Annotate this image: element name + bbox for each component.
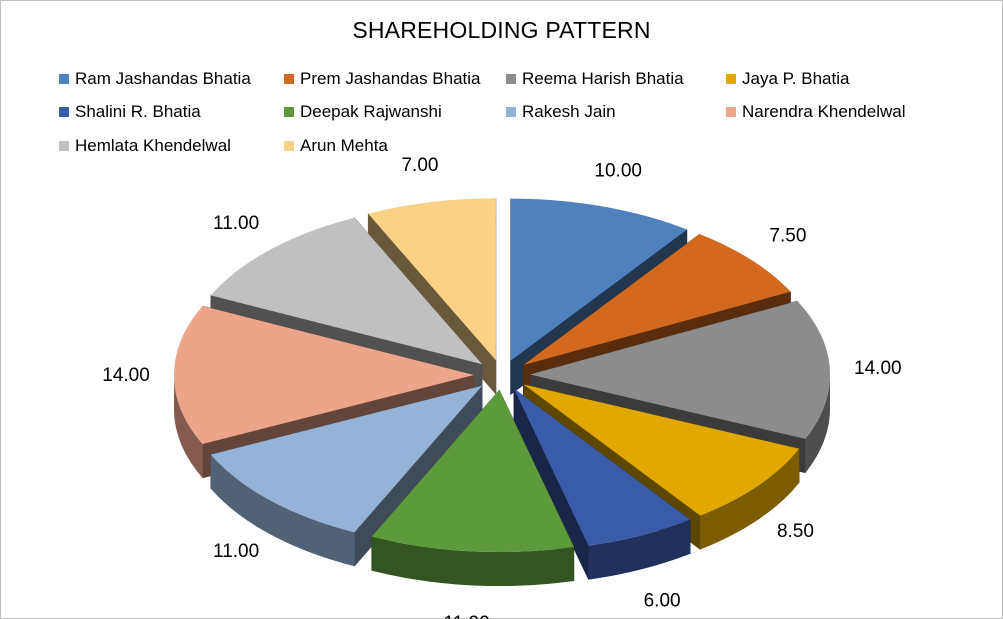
legend-item: Deepak Rajwanshi xyxy=(284,101,442,123)
data-label: 8.50 xyxy=(777,521,814,542)
legend-item: Prem Jashandas Bhatia xyxy=(284,68,481,90)
slice-tops xyxy=(174,198,830,553)
pie-slice xyxy=(210,385,483,533)
pie-slice xyxy=(371,390,574,553)
data-label: 14.00 xyxy=(102,365,150,386)
legend-swatch xyxy=(726,107,736,117)
legend-item: Rakesh Jain xyxy=(506,101,616,123)
legend-item: Hemlata Khendelwal xyxy=(59,135,231,157)
chart-title: SHAREHOLDING PATTERN xyxy=(352,17,651,43)
legend-label: Deepak Rajwanshi xyxy=(300,102,442,121)
legend-swatch xyxy=(726,74,736,84)
legend-label: Hemlata Khendelwal xyxy=(75,136,231,155)
slice-wall xyxy=(174,375,203,478)
legend-swatch xyxy=(59,107,69,117)
legend-swatch xyxy=(284,141,294,151)
legend-label: Shalini R. Bhatia xyxy=(75,102,201,121)
pie-slice xyxy=(174,306,474,444)
data-labels: 10.00 7.50 14.00 8.50 6.00 11.00 11.00 14.00 11.… xyxy=(102,155,901,619)
legend-item: Reema Harish Bhatia xyxy=(506,68,684,90)
legend-item: Ram Jashandas Bhatia xyxy=(59,68,251,90)
pie-slice xyxy=(513,388,691,546)
slice-wall xyxy=(371,536,574,587)
legend-item: Narendra Khendelwal xyxy=(726,101,906,123)
legend-swatch xyxy=(506,107,516,117)
pie-slice xyxy=(529,300,830,439)
legend-swatch xyxy=(284,107,294,117)
legend-label: Rakesh Jain xyxy=(522,102,616,121)
data-label: 7.00 xyxy=(401,155,438,176)
pie-slice xyxy=(523,234,791,366)
data-label: 7.50 xyxy=(769,225,806,246)
slice-wall xyxy=(805,374,830,473)
data-label: 11.00 xyxy=(444,613,490,619)
data-label: 11.00 xyxy=(213,213,259,234)
legend-item: Arun Mehta xyxy=(284,135,388,157)
data-label: 10.00 xyxy=(594,160,642,181)
legend-swatch xyxy=(59,74,69,84)
pie-slice xyxy=(210,217,483,365)
legend-label: Reema Harish Bhatia xyxy=(522,69,684,88)
data-label: 14.00 xyxy=(854,358,902,379)
pie-slice xyxy=(523,384,800,516)
legend-label: Jaya P. Bhatia xyxy=(742,69,850,88)
slice-wall xyxy=(210,454,355,567)
legend-label: Narendra Khendelwal xyxy=(742,102,906,121)
slice-wall xyxy=(700,448,800,550)
legend-item: Jaya P. Bhatia xyxy=(726,68,849,90)
data-label: 11.00 xyxy=(213,541,259,562)
legend-item: Shalini R. Bhatia xyxy=(59,101,201,123)
data-label: 6.00 xyxy=(644,590,681,611)
legend-label: Prem Jashandas Bhatia xyxy=(300,69,481,88)
pie-slice xyxy=(510,198,687,361)
slice-wall xyxy=(588,519,691,580)
pie-slice xyxy=(368,198,496,361)
legend-swatch xyxy=(284,74,294,84)
legend-swatch xyxy=(59,141,69,151)
legend-label: Arun Mehta xyxy=(300,136,388,155)
legend-swatch xyxy=(506,74,516,84)
legend-label: Ram Jashandas Bhatia xyxy=(75,69,251,88)
